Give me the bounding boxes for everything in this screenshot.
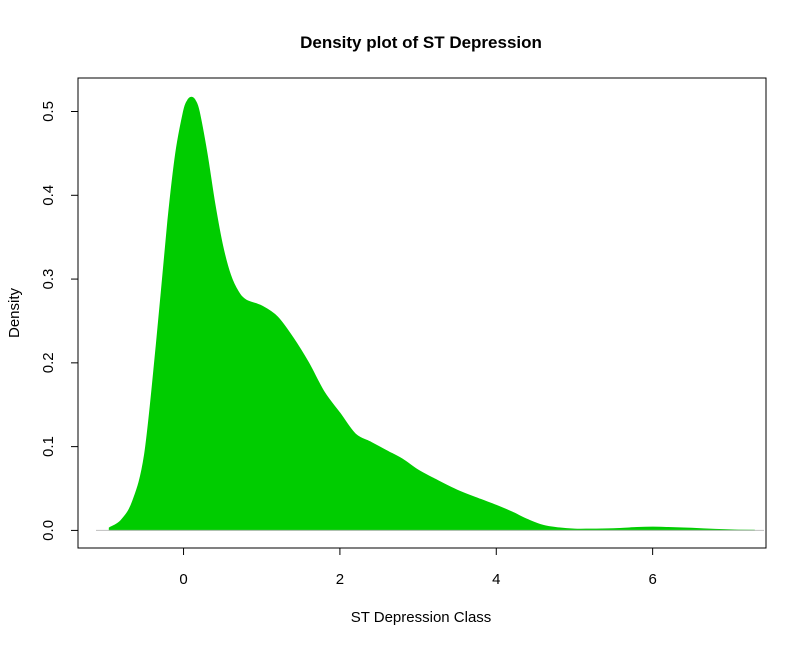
y-axis-label: Density [6,287,23,338]
y-tick-label: 0.3 [40,269,57,290]
x-tick-label: 6 [648,571,656,588]
plot-area [96,96,764,531]
y-tick-label: 0.4 [40,185,57,206]
y-axis: 0.0 0.1 0.2 0.3 0.4 0.5 [40,101,79,541]
y-tick-label: 0.2 [40,352,57,373]
x-tick-label: 0 [179,571,187,588]
x-tick-label: 2 [336,571,344,588]
y-tick-label: 0.5 [40,101,57,122]
x-tick-label: 4 [492,571,500,588]
y-tick-label: 0.0 [40,520,57,541]
x-axis-label: ST Depression Class [351,609,492,626]
x-axis: 0 2 4 6 [179,547,657,588]
chart-title: Density plot of ST Depression [300,33,542,52]
y-tick-label: 0.1 [40,436,57,457]
density-area [108,96,755,531]
